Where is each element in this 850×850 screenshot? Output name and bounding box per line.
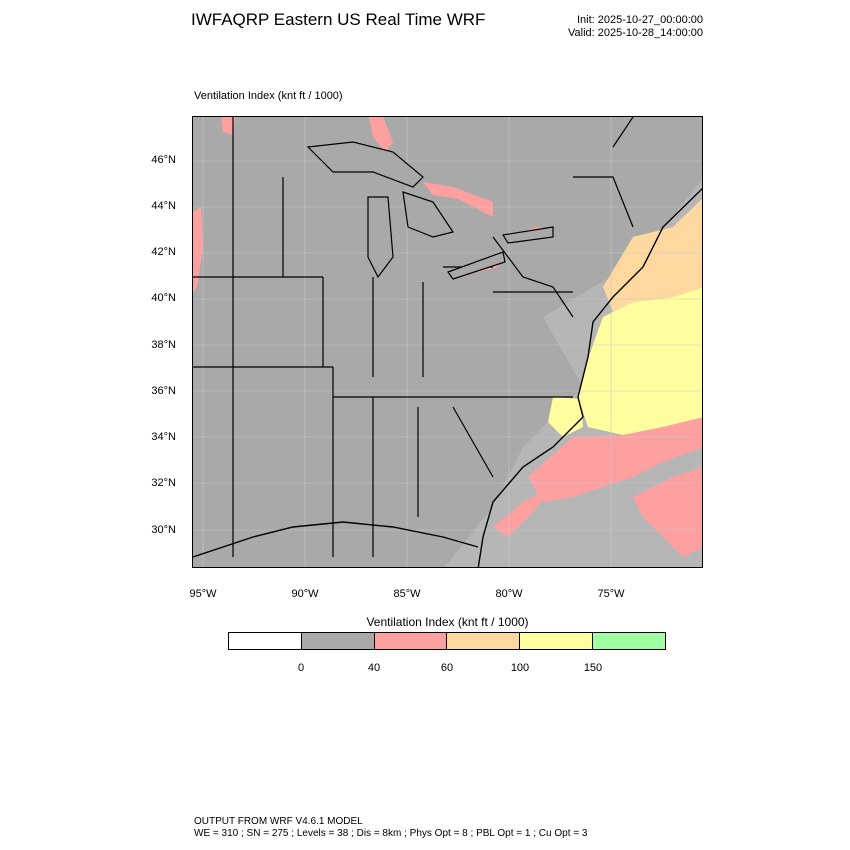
lat-label-42: 42°N bbox=[151, 246, 176, 258]
gulf-coastline bbox=[193, 521, 479, 558]
lat-label-32: 32°N bbox=[151, 477, 176, 489]
low-vent-northwest bbox=[221, 117, 235, 135]
footer-model: OUTPUT FROM WRF V4.6.1 MODEL bbox=[194, 816, 363, 827]
lat-label-36: 36°N bbox=[151, 385, 176, 397]
legend-title: Ventilation Index (knt ft / 1000) bbox=[366, 615, 529, 629]
lat-label-34: 34°N bbox=[151, 431, 176, 443]
low-vent-band-2 bbox=[493, 487, 553, 537]
lon-label-90: 90°W bbox=[291, 588, 319, 600]
mid-vent-area bbox=[603, 198, 702, 312]
lon-label-80: 80°W bbox=[495, 588, 523, 600]
high-vent-carolina bbox=[548, 397, 583, 437]
lat-label-46: 46°N bbox=[151, 154, 176, 166]
valid-time: Valid: 2025-10-28_14:00:00 bbox=[568, 27, 703, 39]
low-vent-band-3 bbox=[633, 467, 702, 557]
state-borders bbox=[193, 117, 634, 557]
plot-variable-label: Ventilation Index (knt ft / 1000) bbox=[194, 90, 343, 102]
graticule bbox=[193, 117, 702, 567]
legend-box-2 bbox=[374, 633, 448, 649]
legend-box-0 bbox=[229, 633, 302, 649]
lat-label-44: 44°N bbox=[151, 200, 176, 212]
lat-label-40: 40°N bbox=[151, 292, 176, 304]
low-vent-band-1 bbox=[528, 417, 702, 502]
init-time: Init: 2025-10-27_00:00:00 bbox=[577, 14, 703, 26]
low-vent-lake-superior bbox=[369, 117, 393, 152]
map-panel bbox=[192, 116, 703, 568]
great-lakes bbox=[306, 141, 554, 280]
lon-label-95: 95°W bbox=[189, 588, 217, 600]
legend-tick-100: 100 bbox=[510, 662, 530, 674]
legend-box-5 bbox=[593, 633, 665, 649]
legend-tick-40: 40 bbox=[367, 662, 381, 674]
legend-box-4 bbox=[520, 633, 594, 649]
footer-config: WE = 310 ; SN = 275 ; Levels = 38 ; Dis … bbox=[194, 828, 588, 839]
map-svg bbox=[193, 117, 702, 567]
legend-colorbar bbox=[228, 632, 666, 650]
lat-label-38: 38°N bbox=[151, 339, 176, 351]
legend-box-3 bbox=[447, 633, 521, 649]
low-vent-lake-michigan bbox=[423, 182, 493, 217]
lon-label-75: 75°W bbox=[597, 588, 625, 600]
lat-label-30: 30°N bbox=[151, 524, 176, 536]
map-title: IWFAQRP Eastern US Real Time WRF bbox=[191, 10, 486, 29]
coastline bbox=[477, 187, 702, 567]
legend-tick-0: 0 bbox=[297, 662, 305, 674]
high-vent-area bbox=[578, 287, 702, 435]
lon-label-85: 85°W bbox=[393, 588, 421, 600]
low-vent-west-edge bbox=[193, 207, 203, 292]
legend-box-1 bbox=[301, 633, 375, 649]
legend-tick-150: 150 bbox=[583, 662, 603, 674]
legend-tick-60: 60 bbox=[440, 662, 454, 674]
